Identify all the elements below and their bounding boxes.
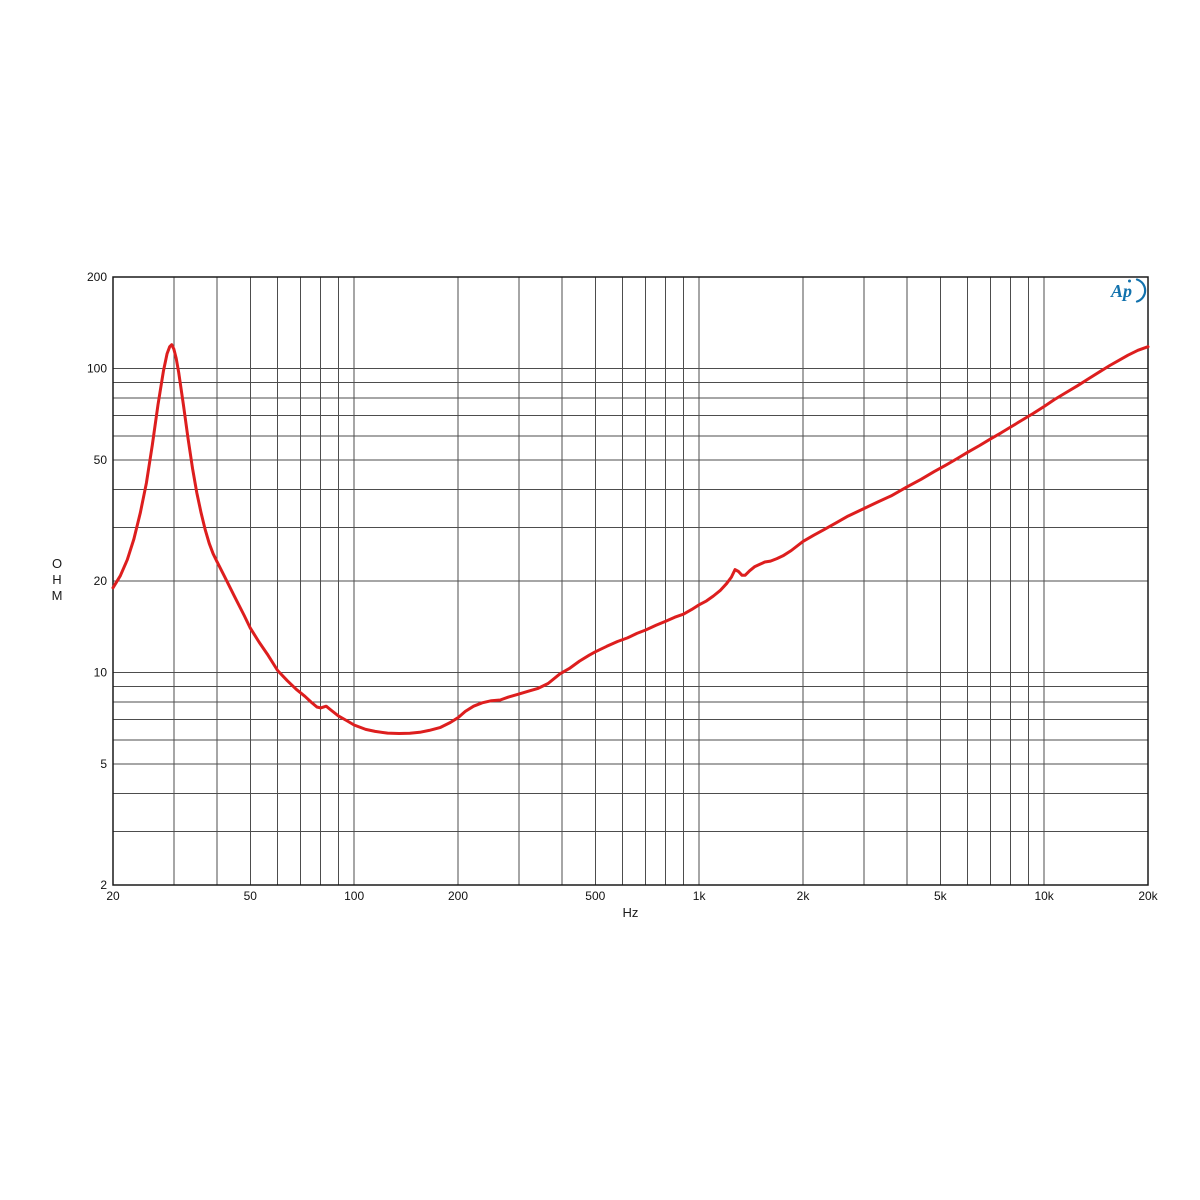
y-tick-label: 5 bbox=[100, 757, 107, 771]
ap-logo-text: Ap bbox=[1110, 281, 1132, 301]
impedance-curve bbox=[111, 343, 1150, 735]
x-tick-label: 500 bbox=[585, 889, 605, 903]
x-tick-label: 100 bbox=[344, 889, 364, 903]
x-tick-label: 2k bbox=[797, 889, 811, 903]
x-tick-label: 200 bbox=[448, 889, 468, 903]
ap-logo-dot bbox=[1128, 279, 1131, 283]
y-axis-title-letter: O bbox=[51, 556, 63, 571]
x-tick-label: 10k bbox=[1034, 889, 1054, 903]
x-tick-label: 20k bbox=[1138, 889, 1158, 903]
y-tick-label: 200 bbox=[87, 270, 107, 284]
ap-logo: Ap bbox=[1108, 277, 1154, 304]
y-tick-label: 2 bbox=[100, 878, 107, 892]
plot-border bbox=[112, 276, 1149, 886]
x-tick-label: 50 bbox=[244, 889, 258, 903]
y-tick-label: 10 bbox=[94, 666, 108, 680]
x-axis-title: Hz bbox=[622, 905, 639, 920]
y-axis-title-letter: H bbox=[52, 572, 62, 587]
x-tick-label: 20 bbox=[106, 889, 120, 903]
y-tick-label: 50 bbox=[94, 453, 108, 467]
y-tick-label: 100 bbox=[87, 362, 107, 376]
x-tick-label: 1k bbox=[693, 889, 707, 903]
y-axis-title-letter: M bbox=[51, 588, 63, 603]
x-tick-label: 5k bbox=[934, 889, 948, 903]
ap-logo-arc bbox=[1135, 278, 1147, 303]
y-tick-label: 20 bbox=[94, 574, 108, 588]
